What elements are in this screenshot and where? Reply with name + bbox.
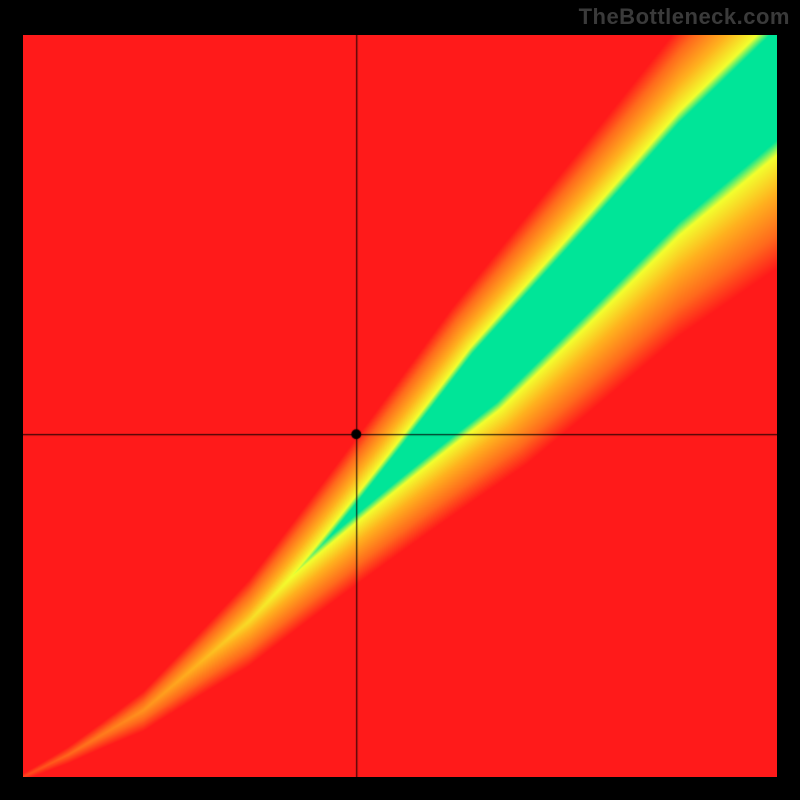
plot-area: [23, 35, 777, 777]
heatmap-canvas: [23, 35, 777, 777]
attribution-text: TheBottleneck.com: [579, 4, 790, 30]
chart-container: TheBottleneck.com: [0, 0, 800, 800]
